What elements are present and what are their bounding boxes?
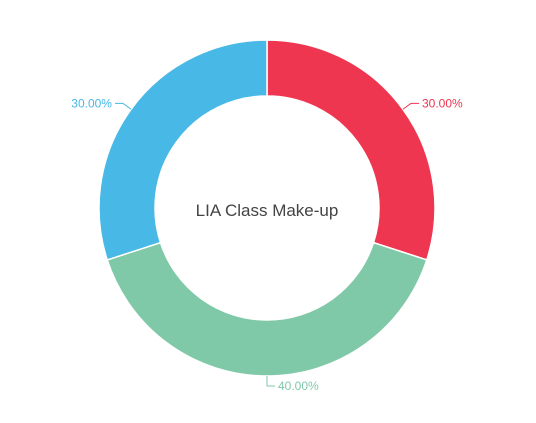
slice-leader-line-1 <box>402 102 420 110</box>
slices-layer <box>98 39 436 377</box>
labels-layer: 30.00% 40.00% 30.00% <box>71 96 463 393</box>
donut-slice-2[interactable] <box>106 241 428 377</box>
donut-slice-3[interactable] <box>98 39 268 261</box>
slice-percent-label-3: 30.00% <box>71 96 112 110</box>
chart-center-title: LIA Class Make-up <box>196 201 339 220</box>
slice-percent-label-1: 30.00% <box>422 96 463 110</box>
donut-slice-1[interactable] <box>266 39 436 261</box>
slice-leader-line-2 <box>266 376 275 387</box>
slice-leader-line-3 <box>114 102 132 110</box>
slice-percent-label-2: 40.00% <box>278 379 319 393</box>
